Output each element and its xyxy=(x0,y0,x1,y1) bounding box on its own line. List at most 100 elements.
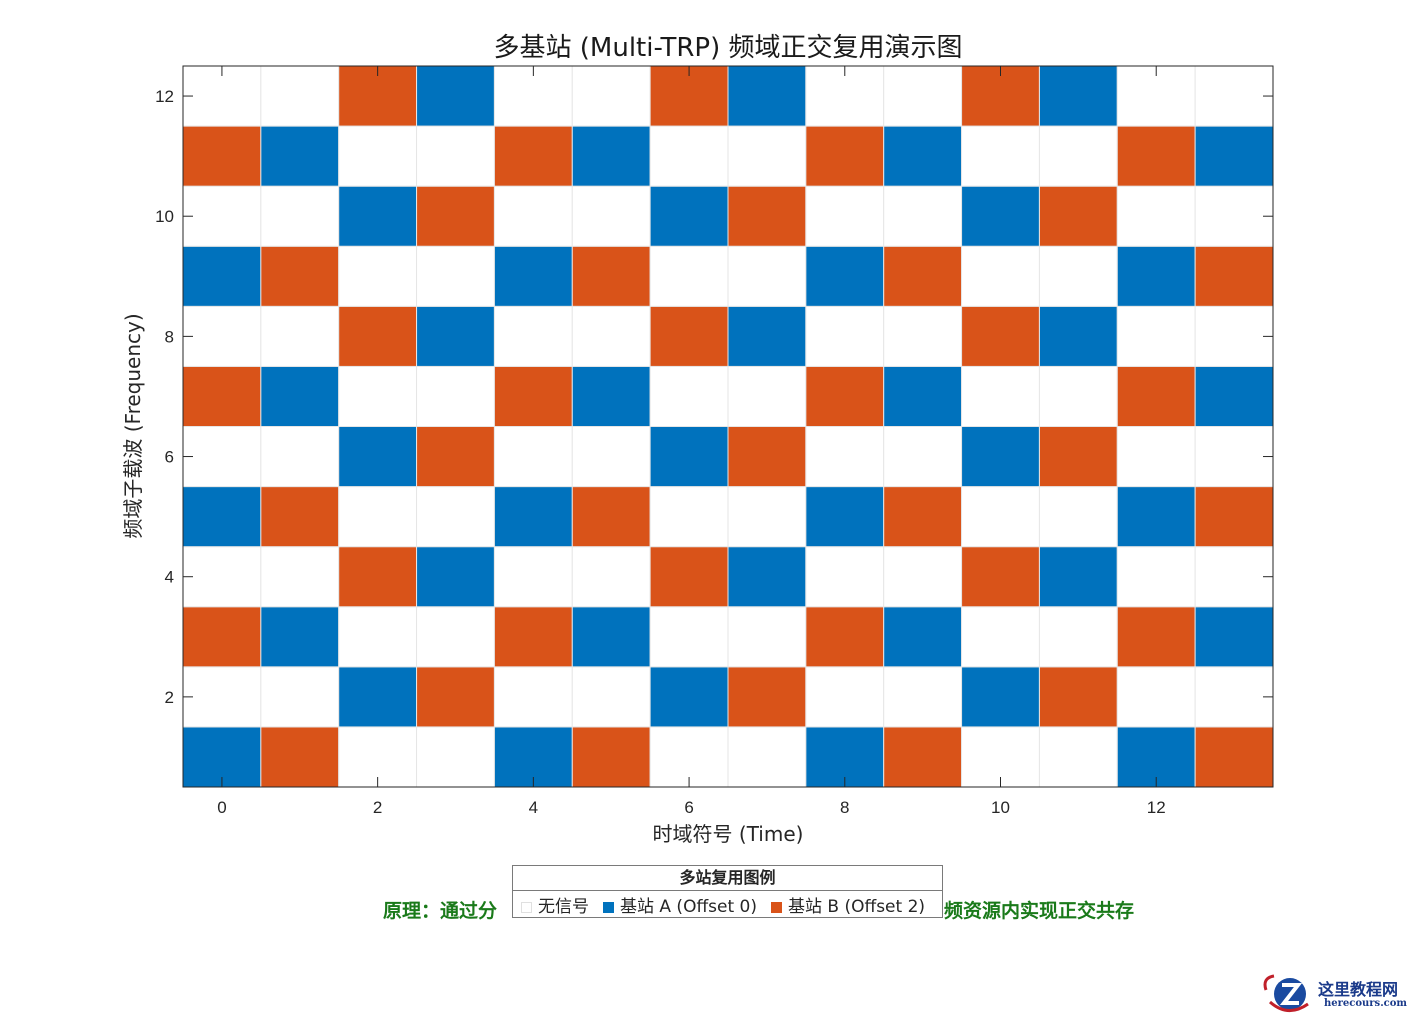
heatmap-cell xyxy=(727,185,807,247)
heatmap-cell xyxy=(571,546,651,608)
heatmap-cell xyxy=(182,185,262,247)
heatmap-cell xyxy=(805,606,885,668)
heatmap-cell xyxy=(182,606,262,668)
heatmap-cell xyxy=(1116,606,1196,668)
heatmap-cell xyxy=(416,606,495,668)
heatmap-cell xyxy=(649,185,729,247)
heatmap-cell xyxy=(182,245,262,307)
legend-label: 基站 B (Offset 2) xyxy=(788,897,926,917)
y-tick-label: 10 xyxy=(155,207,174,226)
heatmap-cell xyxy=(727,305,807,367)
heatmap-cell xyxy=(493,65,573,127)
x-tick-label: 4 xyxy=(529,798,538,817)
y-tick-label: 12 xyxy=(155,87,174,106)
heatmap-cell xyxy=(1038,365,1118,427)
heatmap-cell xyxy=(961,125,1040,187)
heatmap-cell xyxy=(883,245,963,307)
heatmap-cell xyxy=(260,365,340,427)
heatmap-cell xyxy=(1038,125,1118,187)
legend-swatch-a xyxy=(603,901,614,913)
heatmap-cell xyxy=(805,486,885,548)
heatmap-cell xyxy=(571,65,651,127)
heatmap-cell xyxy=(416,486,495,548)
heatmap-cell xyxy=(649,245,729,307)
heatmap-cell xyxy=(805,365,885,427)
heatmap-cell xyxy=(571,305,651,367)
heatmap-cell xyxy=(493,606,573,668)
heatmap-cell xyxy=(182,726,262,788)
chart-title: 多基站 (Multi-TRP) 频域正交复用演示图 xyxy=(494,33,963,63)
heatmap-cell xyxy=(883,305,963,367)
logo-text-cn: 这里教程网 xyxy=(1318,980,1399,999)
heatmap-cell xyxy=(416,365,495,427)
logo-z-icon xyxy=(1263,974,1309,1012)
heatmap-cell xyxy=(1194,426,1274,488)
heatmap-cell xyxy=(1038,185,1118,247)
heatmap-cell xyxy=(416,426,495,488)
heatmap-cell xyxy=(883,125,963,187)
heatmap-cell xyxy=(260,245,340,307)
heatmap-cell xyxy=(961,666,1040,728)
heatmap-cell xyxy=(1038,245,1118,307)
heatmap-cell xyxy=(1194,486,1274,548)
heatmap-cell xyxy=(727,245,807,307)
heatmap-cell xyxy=(1116,365,1196,427)
heatmap-cell xyxy=(805,245,885,307)
heatmap-cell xyxy=(883,486,963,548)
ticks: 0 2 4 6 8 10 12 2 4 6 8 10 12 xyxy=(155,66,1273,817)
heatmap-cell xyxy=(182,426,262,488)
heatmap-cell xyxy=(338,726,418,788)
legend-label: 无信号 xyxy=(538,897,589,917)
heatmap-cell xyxy=(416,726,495,788)
heatmap-cell xyxy=(416,666,495,728)
cells xyxy=(182,65,1274,788)
heatmap-cell xyxy=(727,65,807,127)
legend-swatch-b xyxy=(771,901,782,913)
heatmap-cell xyxy=(493,365,573,427)
heatmap-cell xyxy=(961,486,1040,548)
heatmap-cell xyxy=(1038,606,1118,668)
heatmap-cell xyxy=(883,185,963,247)
heatmap-cell xyxy=(338,546,418,608)
heatmap-cell xyxy=(260,426,340,488)
heatmap-cell xyxy=(493,666,573,728)
legend[interactable]: 多站复用图例 无信号 基站 A (Offset 0) 基站 B (Offset … xyxy=(512,865,943,918)
watermark-logo: 这里教程网 herecours.com xyxy=(1260,972,1407,1016)
heatmap-cell xyxy=(493,245,573,307)
heatmap-cell xyxy=(649,125,729,187)
heatmap-cell xyxy=(571,125,651,187)
heatmap-cell xyxy=(338,365,418,427)
heatmap-cell xyxy=(961,245,1040,307)
x-tick-label: 0 xyxy=(217,798,226,817)
heatmap-cell xyxy=(805,125,885,187)
heatmap-cell xyxy=(571,245,651,307)
heatmap-cell xyxy=(260,185,340,247)
heatmap-cell xyxy=(571,726,651,788)
heatmap-cell xyxy=(416,245,495,307)
y-tick-label: 2 xyxy=(165,688,174,707)
heatmap-cell xyxy=(727,365,807,427)
heatmap-cell xyxy=(649,666,729,728)
heatmap-cell xyxy=(1038,426,1118,488)
heatmap-cell xyxy=(805,185,885,247)
heatmap-cell xyxy=(1194,125,1274,187)
y-tick-label: 8 xyxy=(165,327,174,346)
heatmap-cell xyxy=(883,426,963,488)
legend-entry-none: 无信号 xyxy=(521,892,589,917)
x-tick-label: 6 xyxy=(684,798,693,817)
legend-entry-b: 基站 B (Offset 2) xyxy=(771,892,925,917)
heatmap-cell xyxy=(727,666,807,728)
heatmap-cell xyxy=(961,726,1040,788)
heatmap-cell xyxy=(1038,65,1118,127)
heatmap-cell xyxy=(1038,666,1118,728)
heatmap-cell xyxy=(1116,666,1196,728)
heatmap-cell xyxy=(1116,305,1196,367)
heatmap-cell xyxy=(961,606,1040,668)
heatmap-cell xyxy=(338,245,418,307)
heatmap-cell xyxy=(1194,185,1274,247)
heatmap-cell xyxy=(1194,365,1274,427)
heatmap-cell xyxy=(571,666,651,728)
heatmap-cell xyxy=(961,426,1040,488)
heatmap-cell xyxy=(1116,426,1196,488)
